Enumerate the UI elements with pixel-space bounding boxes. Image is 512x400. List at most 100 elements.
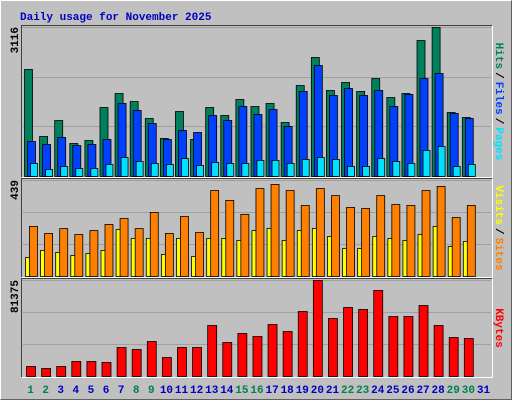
bar — [467, 164, 476, 177]
bar — [116, 347, 127, 377]
bar — [328, 318, 338, 377]
bar — [271, 160, 280, 177]
bar — [421, 190, 431, 277]
bar — [105, 164, 114, 177]
x-tick-label: 20 — [311, 385, 324, 397]
x-tick-label: 30 — [462, 385, 475, 397]
panel-edge-dark — [21, 178, 493, 278]
bar — [436, 186, 446, 277]
bar — [256, 160, 265, 177]
bar — [149, 212, 159, 277]
bar — [211, 162, 220, 177]
bar — [181, 158, 189, 177]
bar — [29, 226, 38, 277]
bar — [164, 233, 174, 277]
panel-edge-light — [21, 278, 493, 378]
x-tick-label: 12 — [190, 385, 203, 397]
bar — [316, 157, 325, 177]
bar — [358, 309, 369, 377]
bar — [104, 224, 114, 277]
bar — [131, 349, 142, 377]
bar — [45, 169, 53, 177]
bar — [270, 184, 280, 277]
x-tick-label: 22 — [341, 385, 354, 397]
bar — [451, 217, 461, 277]
x-tick-label: 19 — [296, 385, 309, 397]
panel-edge-dark — [21, 278, 493, 378]
bar — [60, 166, 69, 177]
bar — [30, 163, 38, 177]
x-tick-label: 24 — [371, 385, 385, 397]
bar — [86, 361, 97, 377]
x-tick-label: 13 — [205, 385, 219, 397]
legend-entry: Visits — [492, 185, 504, 225]
bar — [161, 357, 172, 377]
x-tick-label: 1 — [27, 385, 34, 397]
bar — [56, 366, 67, 377]
bar — [406, 205, 416, 277]
bar — [377, 158, 386, 177]
bar — [134, 228, 144, 277]
x-tick-label: 2 — [42, 385, 49, 397]
y-tick-label: 3116 — [10, 27, 22, 53]
panel-edge-light — [21, 178, 493, 278]
x-tick-label: 21 — [326, 385, 340, 397]
bar — [297, 311, 308, 377]
bar — [119, 218, 129, 277]
bar — [207, 325, 218, 377]
legend-entry: Pages — [492, 127, 504, 160]
bar — [403, 316, 414, 377]
y-tick-label: 439 — [10, 180, 22, 200]
bar — [237, 333, 248, 377]
x-tick-label: 11 — [175, 385, 189, 397]
bar — [359, 95, 369, 177]
bar — [195, 232, 204, 277]
bar — [89, 230, 99, 277]
bar — [177, 347, 187, 377]
y-tick-label: 81375 — [10, 280, 22, 313]
legend-entry: Sites — [492, 238, 504, 271]
bar — [59, 228, 69, 277]
legend-separator: / — [492, 72, 504, 79]
bar — [222, 342, 233, 377]
x-tick-label: 27 — [416, 385, 429, 397]
bar — [362, 166, 371, 177]
bar — [391, 204, 401, 277]
bar — [332, 159, 340, 177]
bar — [267, 324, 278, 377]
bar — [361, 208, 371, 277]
bar — [26, 366, 36, 377]
x-tick-label: 10 — [160, 385, 173, 397]
bar — [463, 338, 474, 377]
bar — [376, 195, 386, 277]
bar — [373, 290, 384, 377]
x-tick-label: 3 — [57, 385, 64, 397]
bar — [407, 163, 416, 177]
bar — [466, 205, 476, 277]
bar — [196, 165, 204, 177]
bar — [344, 88, 353, 177]
x-tick-label: 31 — [477, 385, 491, 397]
bar — [422, 150, 431, 177]
x-tick-label: 14 — [220, 385, 234, 397]
legend: Visits / Sites — [492, 185, 504, 270]
legend-entry: KBytes — [492, 308, 504, 348]
bar — [388, 316, 399, 377]
bar — [71, 361, 82, 377]
bar — [448, 337, 459, 377]
bar — [315, 188, 325, 277]
bar — [240, 213, 250, 277]
bar — [241, 163, 250, 177]
x-tick-label: 5 — [88, 385, 95, 397]
x-tick-label: 6 — [103, 385, 110, 397]
legend-separator: / — [492, 228, 504, 235]
x-tick-label: 25 — [386, 385, 400, 397]
bar — [120, 157, 129, 177]
bar — [44, 233, 53, 277]
bar — [192, 347, 202, 377]
panel-edge-dark — [21, 25, 493, 178]
bar — [135, 161, 144, 177]
bar — [41, 368, 51, 377]
